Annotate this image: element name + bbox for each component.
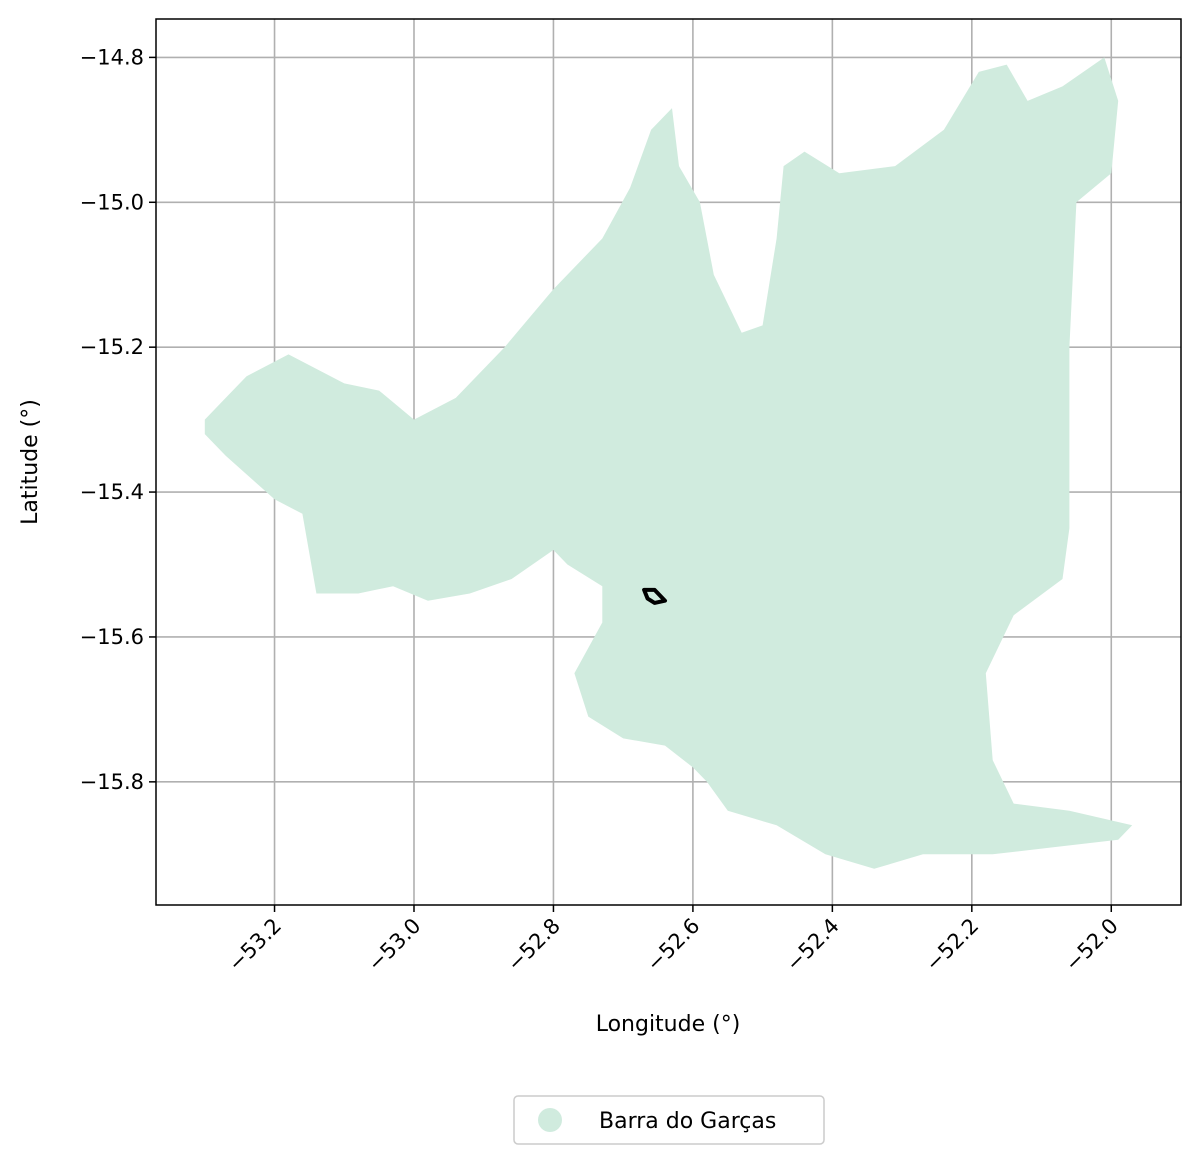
y-tick-label-3: −15.4 (80, 480, 144, 504)
x-tick-label-0: −53.2 (224, 914, 286, 976)
y-tick-label-4: −15.6 (80, 625, 144, 649)
x-axis-label: Longitude (°) (596, 1012, 741, 1037)
region-barra-do-garcas (204, 57, 1133, 869)
y-tick-label-5: −15.8 (80, 770, 144, 794)
x-tick-label-4: −52.4 (781, 914, 843, 976)
x-tick-label-2: −52.8 (503, 914, 565, 976)
y-axis-label: Latitude (°) (18, 399, 43, 525)
legend-label-barra-do-garcas: Barra do Garças (599, 1109, 776, 1134)
x-tick-label-1: −53.0 (363, 914, 425, 976)
y-tick-label-2: −15.2 (80, 335, 144, 359)
legend-box (513, 1095, 825, 1145)
x-tick-label-5: −52.2 (921, 914, 983, 976)
y-tick-label-0: −14.8 (80, 45, 144, 69)
axes-frame (155, 18, 1182, 906)
x-tick-label-3: −52.6 (642, 914, 704, 976)
location-marker (642, 587, 667, 605)
y-tick-label-1: −15.0 (80, 190, 144, 214)
y-axis-ticks: −14.8 −15.0 −15.2 −15.4 −15.6 −15.8 (80, 45, 156, 794)
x-tick-label-6: −52.0 (1060, 914, 1122, 976)
legend-swatch-barra-do-garcas (538, 1108, 562, 1132)
x-axis-ticks: −53.2 −53.0 −52.8 −52.6 −52.4 −52.2 −52.0 (224, 905, 1123, 976)
legend: Barra do Garças (513, 1095, 825, 1145)
